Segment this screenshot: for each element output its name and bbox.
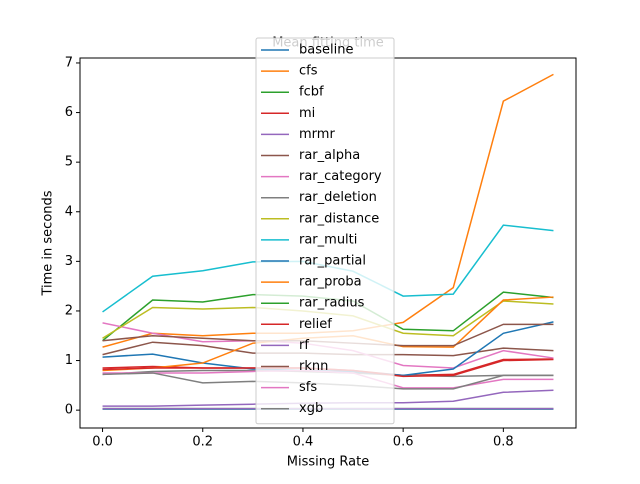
legend-label: rknn	[299, 359, 328, 374]
legend-label: rar_multi	[299, 232, 357, 247]
legend-label: rar_distance	[299, 211, 379, 226]
legend-label: relief	[299, 317, 332, 332]
x-tick-label: 0.2	[192, 435, 213, 450]
legend-label: sfs	[299, 380, 317, 395]
legend-label: rf	[299, 338, 309, 353]
legend-label: baseline	[299, 43, 353, 58]
legend-box	[255, 37, 395, 425]
y-tick-label: 2	[65, 303, 73, 318]
legend-label: rar_partial	[299, 254, 366, 269]
y-axis-label: Time in seconds	[41, 190, 56, 296]
y-tick-label: 5	[65, 155, 73, 170]
y-tick-label: 0	[65, 403, 73, 418]
legend-label: rar_proba	[299, 275, 362, 290]
x-tick-label: 0.4	[293, 435, 314, 450]
legend-label: mi	[299, 106, 315, 121]
x-tick-label: 0.0	[92, 435, 113, 450]
legend-label: fcbf	[299, 85, 324, 100]
legend-label: xgb	[299, 401, 323, 416]
legend-label: cfs	[299, 64, 318, 79]
legend-label: rar_deletion	[299, 190, 377, 205]
x-tick-label: 0.8	[493, 435, 514, 450]
legend-label: rar_alpha	[299, 148, 360, 163]
y-tick-label: 4	[65, 204, 73, 219]
legend-label: mrmr	[299, 127, 335, 142]
x-tick-label: 0.6	[393, 435, 414, 450]
legend-label: rar_category	[299, 169, 382, 184]
y-tick-label: 6	[65, 105, 73, 120]
y-tick-label: 3	[65, 254, 73, 269]
y-tick-label: 1	[65, 353, 73, 368]
x-axis-label: Missing Rate	[287, 455, 369, 470]
legend-label: rar_radius	[299, 296, 365, 311]
y-tick-label: 7	[65, 55, 73, 70]
